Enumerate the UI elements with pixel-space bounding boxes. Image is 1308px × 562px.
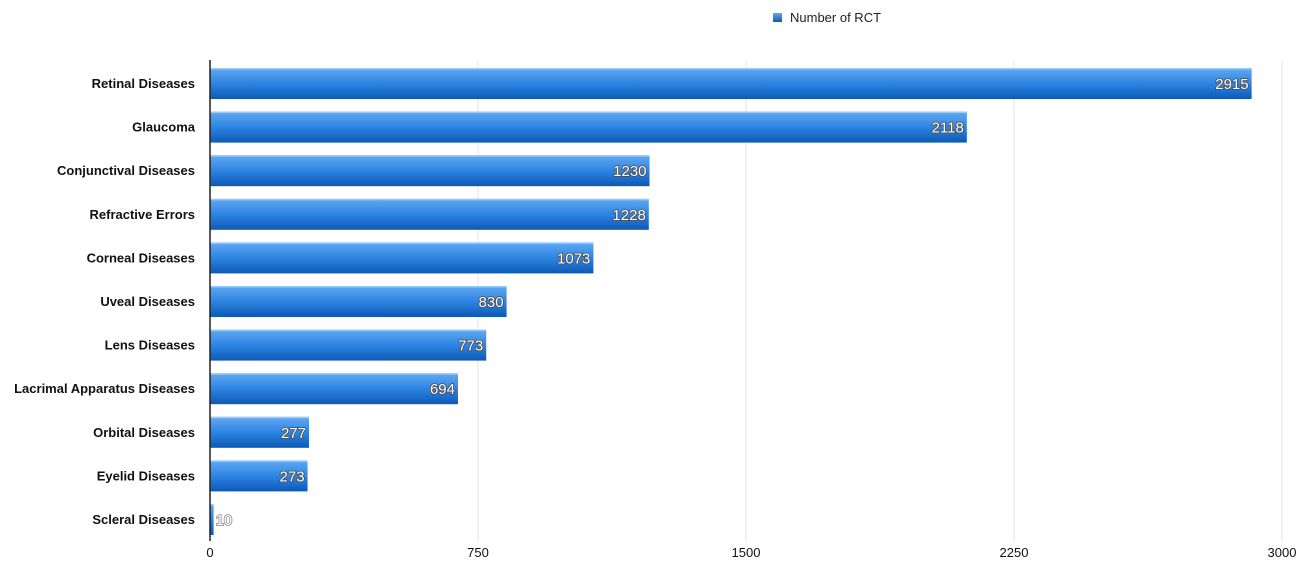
bar	[210, 329, 487, 361]
category-label: Glaucoma	[132, 120, 196, 135]
bar	[210, 373, 458, 405]
bar-highlight	[210, 373, 458, 375]
x-tick-label: 0	[206, 545, 213, 560]
data-label: 1073	[557, 250, 590, 267]
category-label: Eyelid Diseases	[97, 468, 195, 483]
data-label: 1228	[612, 207, 645, 224]
category-label: Scleral Diseases	[92, 512, 195, 527]
bar-highlight	[210, 329, 487, 332]
bar-highlight	[210, 198, 649, 201]
x-tick-label: 2250	[1000, 545, 1029, 560]
data-label: 273	[280, 468, 305, 485]
category-label: Uveal Diseases	[100, 294, 195, 309]
data-label: 830	[479, 294, 504, 311]
category-label: Retinal Diseases	[92, 76, 195, 91]
category-label: Orbital Diseases	[93, 425, 195, 440]
category-label: Corneal Diseases	[87, 250, 195, 265]
bar-highlight	[210, 155, 650, 157]
bar-highlight	[210, 111, 967, 114]
category-label: Lacrimal Apparatus Diseases	[14, 381, 195, 396]
data-label: 10	[216, 512, 233, 529]
bars	[210, 68, 1252, 535]
bar-highlight	[210, 416, 309, 419]
bar	[210, 416, 309, 448]
data-label: 694	[430, 381, 455, 398]
bar	[210, 111, 967, 143]
bar-highlight	[210, 68, 1252, 70]
x-tick-label: 3000	[1268, 545, 1297, 560]
category-label: Conjunctival Diseases	[57, 163, 195, 178]
legend-label: Number of RCT	[790, 10, 881, 25]
bar	[210, 198, 649, 230]
data-label: 2915	[1215, 76, 1248, 93]
data-label: 2118	[932, 120, 964, 137]
bar	[210, 460, 308, 492]
data-label: 1230	[613, 163, 646, 180]
data-label: 773	[458, 338, 483, 355]
category-label: Refractive Errors	[90, 207, 196, 222]
x-tick-label: 1500	[732, 545, 761, 560]
bar	[210, 286, 507, 317]
bar-highlight	[210, 460, 308, 462]
category-label: Lens Diseases	[105, 338, 195, 353]
legend-swatch	[773, 13, 782, 22]
x-tick-label: 750	[467, 545, 489, 560]
labels: 0 750 1500 2250 3000 Retinal Diseases 2915 Glau…	[14, 75, 1297, 560]
bar	[210, 68, 1252, 99]
data-label: 277	[281, 425, 306, 442]
bar-highlight	[210, 242, 594, 244]
bar	[210, 504, 214, 535]
bar	[210, 242, 594, 274]
bar	[210, 155, 650, 187]
legend: Number of RCT	[773, 10, 881, 25]
bar-highlight	[210, 504, 214, 506]
bar-highlight	[210, 286, 507, 288]
